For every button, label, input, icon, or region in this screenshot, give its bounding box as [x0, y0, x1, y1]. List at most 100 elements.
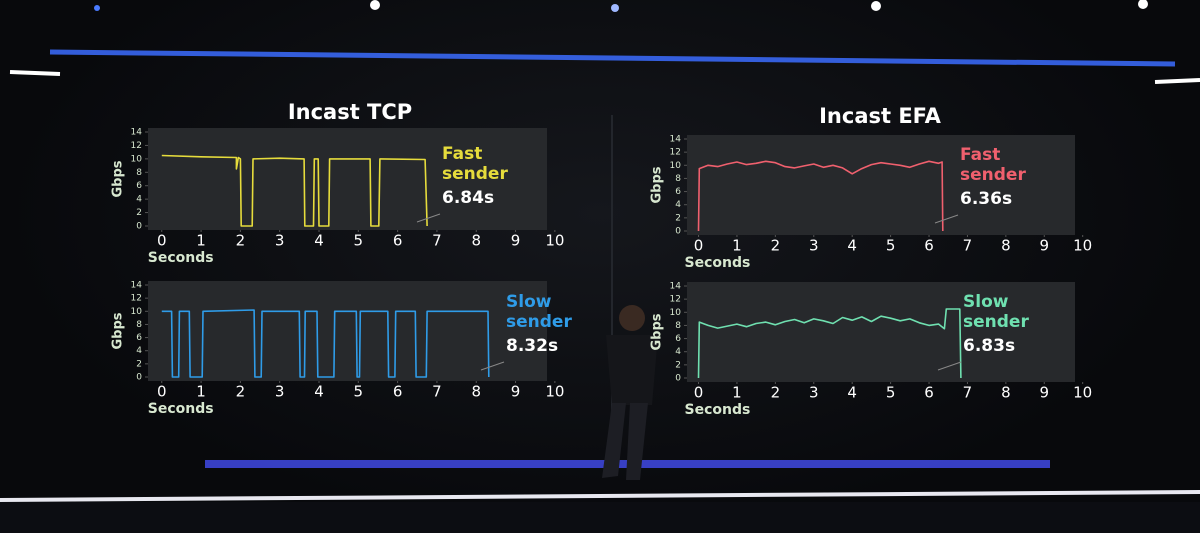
- x-tick-label: 10: [545, 232, 564, 250]
- stage-light: [9, 70, 61, 76]
- series-label: Slow sender: [506, 292, 572, 332]
- y-tick-label: 10: [670, 161, 682, 171]
- x-tick-label: 2: [771, 237, 781, 255]
- y-tick-label: 10: [670, 308, 682, 318]
- leader-line: [937, 361, 962, 371]
- plot-area: [687, 282, 1075, 382]
- x-tick-label: 6: [924, 237, 934, 255]
- leader-line: [416, 213, 441, 223]
- plot-area: [148, 281, 547, 381]
- y-tick-label: 2: [675, 213, 681, 223]
- y-tick-label: 8: [136, 320, 142, 330]
- y-tick-label: 6: [675, 187, 681, 197]
- y-tick-label: 14: [131, 128, 143, 138]
- spot-light: [611, 4, 619, 12]
- x-tick-label: 4: [847, 384, 857, 402]
- x-tick-label: 1: [196, 232, 206, 250]
- x-axis-label: Seconds: [685, 402, 751, 418]
- x-tick-label: 7: [963, 384, 973, 402]
- stage-floor: [0, 502, 1200, 533]
- x-tick-label: 10: [1073, 237, 1092, 255]
- y-tick-label: 8: [675, 321, 681, 331]
- y-tick-label: 12: [131, 294, 142, 304]
- x-tick-label: 3: [809, 384, 819, 402]
- series-label: Fast sender: [960, 145, 1026, 185]
- x-tick-label: 5: [886, 237, 896, 255]
- completion-time: 6.83s: [963, 336, 1016, 356]
- x-tick-label: 4: [314, 383, 324, 401]
- x-tick-label: 8: [1001, 384, 1011, 402]
- x-tick-label: 5: [886, 384, 896, 402]
- x-tick-label: 9: [1039, 237, 1049, 255]
- x-tick-label: 8: [471, 232, 481, 250]
- stage-light-band: [49, 49, 1176, 67]
- x-tick-label: 4: [847, 237, 857, 255]
- x-tick-label: 8: [1001, 237, 1011, 255]
- stage-light: [1154, 78, 1200, 84]
- y-tick-label: 6: [675, 334, 681, 344]
- spot-light: [370, 0, 380, 10]
- plot-area: [148, 128, 547, 230]
- x-tick-label: 5: [354, 232, 364, 250]
- completion-time: 6.36s: [960, 189, 1013, 209]
- y-tick-label: 4: [675, 200, 681, 210]
- data-line: [697, 308, 962, 379]
- y-tick-label: 2: [136, 208, 142, 218]
- x-tick-label: 9: [1039, 384, 1049, 402]
- y-tick-label: 12: [670, 295, 681, 305]
- y-tick-label: 4: [675, 347, 681, 357]
- completion-time: 8.32s: [506, 336, 559, 356]
- x-tick-label: 9: [511, 232, 521, 250]
- y-axis-label: Gbps: [650, 166, 665, 203]
- stage-floor-edge: [0, 490, 1200, 502]
- y-tick-label: 0: [675, 374, 681, 384]
- x-tick-label: 6: [393, 383, 403, 401]
- spot-light: [871, 1, 881, 11]
- series-label: Fast sender: [442, 144, 508, 184]
- y-tick-label: 0: [136, 222, 142, 232]
- x-tick-label: 1: [732, 384, 742, 402]
- y-tick-label: 2: [675, 360, 681, 370]
- y-tick-label: 4: [136, 346, 142, 356]
- panel-title: Incast EFA: [819, 104, 942, 128]
- y-tick-label: 12: [670, 148, 681, 158]
- y-tick-label: 2: [136, 359, 142, 369]
- series-label: Slow sender: [963, 292, 1029, 332]
- y-tick-label: 14: [131, 281, 143, 291]
- y-tick-label: 6: [136, 181, 142, 191]
- data-line: [161, 309, 490, 378]
- x-tick-label: 4: [314, 232, 324, 250]
- x-tick-label: 0: [694, 237, 704, 255]
- x-tick-label: 3: [275, 383, 285, 401]
- x-tick-label: 6: [393, 232, 403, 250]
- y-tick-label: 10: [131, 154, 143, 164]
- x-tick-label: 2: [771, 384, 781, 402]
- x-tick-label: 3: [275, 232, 285, 250]
- y-tick-label: 10: [131, 307, 143, 317]
- x-tick-label: 3: [809, 237, 819, 255]
- x-tick-label: 9: [511, 383, 521, 401]
- spot-light: [94, 5, 100, 11]
- x-axis-label: Seconds: [148, 401, 214, 417]
- x-tick-label: 1: [732, 237, 742, 255]
- y-tick-label: 14: [670, 282, 682, 292]
- x-tick-label: 10: [1073, 384, 1092, 402]
- y-tick-label: 0: [136, 373, 142, 383]
- x-tick-label: 8: [471, 383, 481, 401]
- x-tick-label: 1: [196, 383, 206, 401]
- plot-area: [687, 135, 1075, 235]
- x-tick-label: 2: [236, 383, 246, 401]
- y-tick-label: 8: [136, 168, 142, 178]
- y-tick-label: 0: [675, 227, 681, 237]
- data-line: [697, 160, 944, 232]
- x-tick-label: 6: [924, 384, 934, 402]
- y-axis-label: Gbps: [111, 160, 126, 197]
- x-tick-label: 0: [694, 384, 704, 402]
- x-tick-label: 2: [236, 232, 246, 250]
- x-tick-label: 7: [432, 383, 442, 401]
- leader-line: [934, 214, 959, 224]
- x-tick-label: 0: [157, 232, 167, 250]
- y-tick-label: 4: [136, 195, 142, 205]
